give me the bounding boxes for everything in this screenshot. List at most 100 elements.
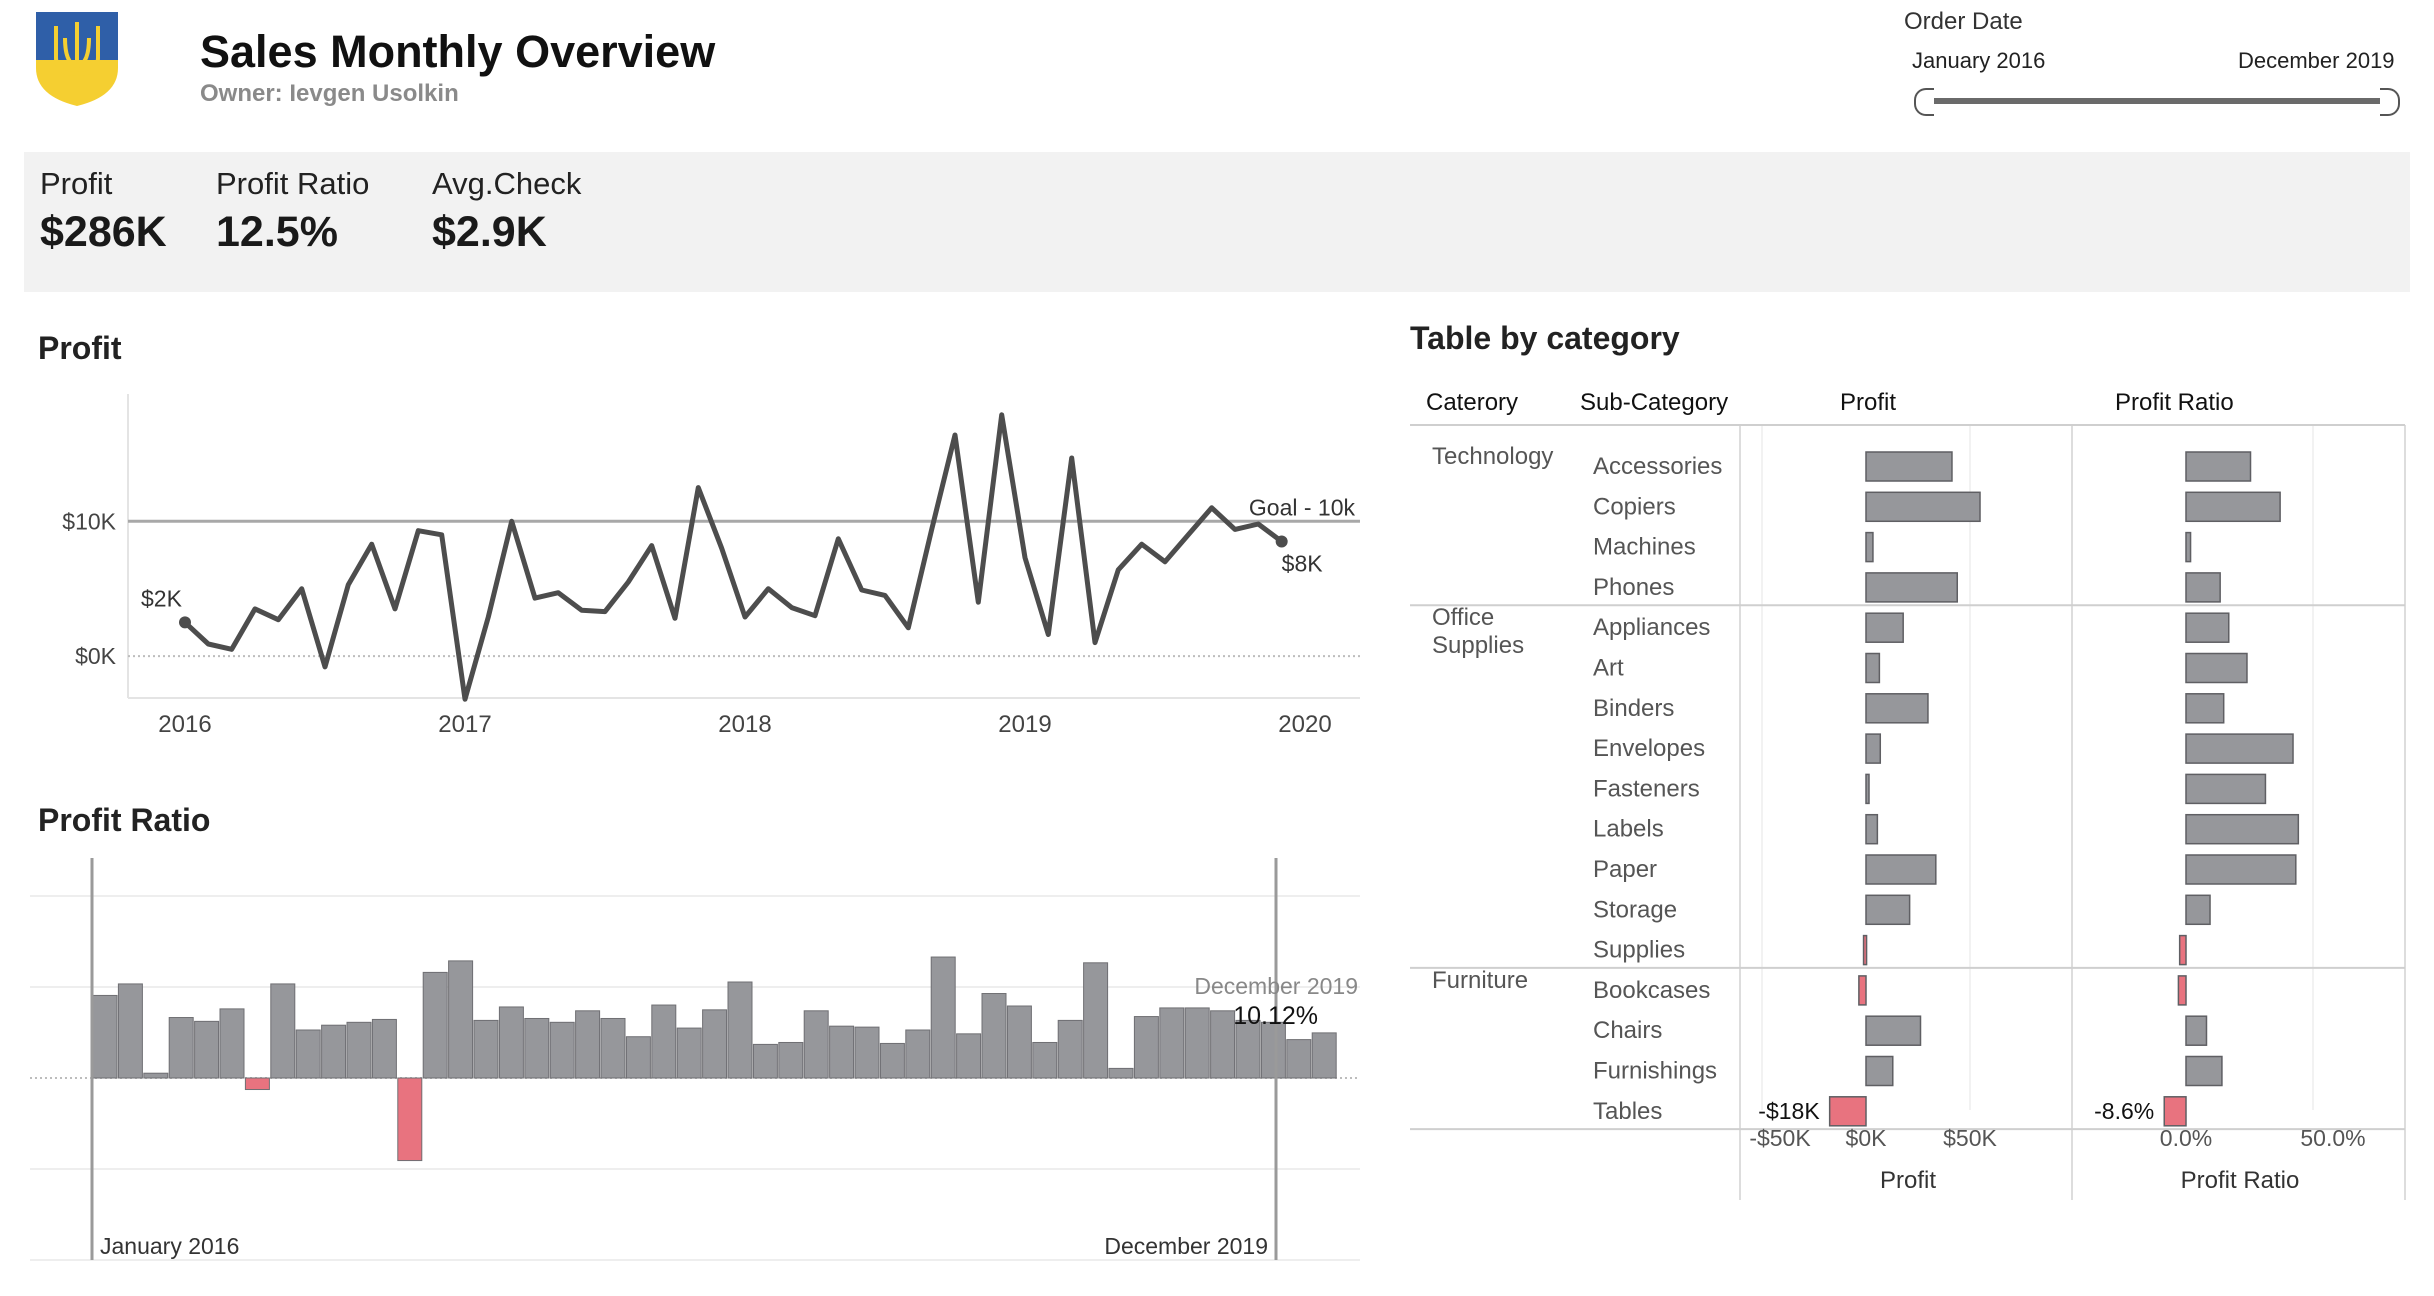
- profit-ratio-bar: [2185, 693, 2225, 724]
- dashboard-title: Sales Monthly Overview: [200, 26, 716, 77]
- filter-start-label: January 2016: [1912, 48, 2046, 73]
- date-range-end-handle[interactable]: [2380, 88, 2400, 116]
- profit-point: [179, 616, 191, 629]
- profit-ratio-bar: [1311, 1032, 1337, 1079]
- date-range-slider-track[interactable]: [1918, 98, 2394, 104]
- profit-bar: [1865, 531, 1874, 563]
- kpi-profit-value: $286K: [40, 208, 167, 256]
- profit-axis-tick: $50K: [1943, 1125, 1997, 1151]
- profit-ratio-bar: [168, 1017, 194, 1079]
- category-table-title: Table by category: [1410, 320, 1680, 356]
- subcategory-label: Tables: [1593, 1098, 1662, 1125]
- profit-ratio-bar: [117, 983, 143, 1079]
- profit-ratio-chart-title: Profit Ratio: [38, 802, 211, 838]
- subcategory-label: Appliances: [1593, 614, 1710, 641]
- profit-ratio-bar: [321, 1024, 347, 1079]
- profit-ratio-bar: [194, 1020, 220, 1079]
- category-label: Supplies: [1432, 632, 1524, 659]
- profit-ratio-bar: [219, 1008, 245, 1079]
- profit-bar: [1865, 854, 1937, 885]
- highlight-date-label: December 2019: [1194, 973, 1358, 999]
- profit-ratio-bar: [371, 1018, 397, 1079]
- profit-bar: [1865, 1055, 1894, 1087]
- kpi-profit-label: Profit: [40, 166, 113, 201]
- profit-axis-tick: $0K: [1846, 1125, 1888, 1151]
- profit-ratio-bar: [2185, 773, 2267, 805]
- profit-ratio-bar: [2185, 572, 2221, 603]
- profit-ratio-bar: [498, 1006, 524, 1079]
- profit-ratio-bar: [473, 1019, 499, 1079]
- profit-bar: [1865, 813, 1879, 845]
- profit-bar: [1862, 934, 1868, 966]
- subcategory-label: Envelopes: [1593, 735, 1705, 762]
- profit-chart-title: Profit: [38, 330, 122, 366]
- profit-ratio-bar: [270, 983, 296, 1079]
- category-label: Office: [1432, 604, 1494, 631]
- profit-ratio-bar: [1108, 1067, 1134, 1079]
- filter-end-label: December 2019: [2238, 48, 2395, 73]
- x-tick-label: 2019: [998, 711, 1051, 738]
- profit-ratio-bar: [2185, 491, 2281, 523]
- profit-ratio-bar: [829, 1025, 855, 1079]
- subcategory-label: Art: [1593, 655, 1624, 682]
- subcategory-label: Machines: [1593, 534, 1696, 561]
- profit-ratio-bar: [879, 1042, 905, 1079]
- profit-ratio-bar: [854, 1026, 880, 1079]
- ratio-axis-tick: 0.0%: [2160, 1125, 2212, 1151]
- profit-bar: [1865, 1015, 1922, 1046]
- profit-ratio-bar: [803, 1010, 829, 1079]
- profit-ratio-bar: [1006, 1005, 1032, 1079]
- range-end-label: December 2019: [1104, 1233, 1268, 1259]
- profit-ratio-bar: [727, 981, 753, 1079]
- profit-ratio-bar: [575, 1010, 601, 1079]
- profit-ratio-bar: [1260, 1021, 1286, 1079]
- subcategory-label: Accessories: [1593, 453, 1722, 480]
- category-label: Technology: [1432, 443, 1553, 470]
- profit-axis-tick: -$50K: [1749, 1125, 1811, 1151]
- highlight-value-label: 10.12%: [1233, 1002, 1318, 1030]
- range-start-label: January 2016: [100, 1233, 239, 1259]
- profit-ratio-bar: [1083, 962, 1109, 1079]
- profit-bar: [1828, 1096, 1867, 1127]
- profit-ratio-bar: [549, 1021, 575, 1079]
- category-table: Caterory Sub-Category Profit Profit Ratio Te…: [1410, 389, 2406, 1200]
- column-header: Caterory: [1426, 389, 1518, 416]
- profit-ratio-bar: [981, 993, 1007, 1079]
- profit-ratio-bar: [1184, 1007, 1210, 1079]
- profit-bar: [1865, 733, 1882, 764]
- subcategory-label: Copiers: [1593, 493, 1676, 520]
- kpi-avg-check-label: Avg.Check: [432, 166, 582, 201]
- profit-ratio-bar: [295, 1029, 321, 1079]
- profit-ratio-bar: [397, 1077, 423, 1162]
- profit-ratio-bar: [1210, 1010, 1236, 1079]
- ratio-axis-label: Profit Ratio: [2181, 1167, 2300, 1194]
- profit-ratio-bar-chart: January 2016 December 2019 December 2019 10…: [30, 858, 1360, 1261]
- profit-ratio-bar: [702, 1009, 728, 1079]
- profit-ratio-bar: [2185, 854, 2297, 885]
- ukraine-trident-logo: [32, 8, 122, 108]
- profit-ratio-bar: [676, 1027, 702, 1079]
- ratio-value-label: -8.6%: [2094, 1098, 2154, 1124]
- profit-bar: [1865, 773, 1870, 805]
- profit-ratio-bar: [1235, 1019, 1261, 1079]
- kpi-profit-ratio-value: 12.5%: [216, 208, 338, 256]
- profit-value-label: -$18K: [1758, 1098, 1820, 1124]
- profit-ratio-bar: [2185, 612, 2230, 643]
- column-header: Profit Ratio: [2115, 389, 2234, 416]
- x-tick-label: 2018: [718, 711, 771, 738]
- profit-ratio-bar: [244, 1077, 270, 1091]
- profit-ratio-bar: [2185, 531, 2192, 563]
- profit-bar: [1865, 612, 1904, 643]
- x-tick-label: 2016: [158, 711, 211, 738]
- profit-line-chart: Goal - 10k $10K $0K 2016 2017 2018 2019 2020 $2K…: [62, 394, 1360, 738]
- profit-ratio-bar: [524, 1017, 550, 1079]
- kpi-avg-check-value: $2.9K: [432, 208, 547, 256]
- profit-ratio-bar: [2178, 934, 2187, 966]
- first-value-label: $2K: [141, 585, 183, 611]
- profit-ratio-bar: [2185, 451, 2252, 482]
- profit-ratio-bar: [930, 956, 956, 1079]
- profit-bar: [1865, 652, 1881, 684]
- profit-ratio-bar: [2185, 894, 2211, 926]
- date-range-start-handle[interactable]: [1914, 88, 1934, 116]
- profit-ratio-bar: [92, 994, 118, 1079]
